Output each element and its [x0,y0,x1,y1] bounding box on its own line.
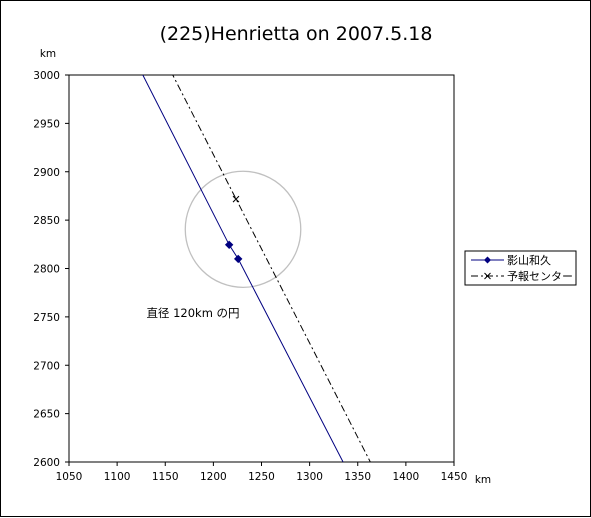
x-tick-label: 1050 [56,471,83,483]
legend-label-2: 予報センター [507,270,573,283]
series-point-1 [234,254,243,264]
x-tick-label: 1300 [296,471,323,483]
x-tick-label: 1450 [441,471,468,483]
legend-marker-1 [484,256,491,264]
series-point-1 [224,240,234,250]
diameter-circle [184,170,302,289]
circle-annotation: 直径 120km の円 [146,306,239,320]
x-axis-unit: km [475,474,491,486]
x-tick-label: 1350 [344,471,371,483]
x-tick-label: 1250 [248,471,275,483]
series-line-2 [172,75,371,462]
series-line-1 [142,75,344,462]
y-tick-label: 2950 [33,118,60,130]
legend-marker-2 [484,272,491,280]
x-tick-label: 1100 [104,471,131,483]
y-tick-label: 2650 [33,409,60,421]
chart-marks [142,75,371,462]
legend-label-1: 影山和久 [507,254,551,267]
y-tick-label: 2850 [33,215,60,227]
y-tick-label: 2750 [33,312,60,324]
y-tick-label: 2700 [33,360,60,372]
x-tick-label: 1200 [200,471,227,483]
series-point-2 [232,195,240,203]
y-tick-label: 2600 [33,457,60,469]
x-tick-label: 1150 [152,471,179,483]
y-tick-label: 3000 [33,70,60,82]
x-tick-label: 1400 [393,471,420,483]
y-tick-label: 2900 [33,167,60,179]
y-tick-label: 2800 [33,264,60,276]
chart-title: (225)Henrietta on 2007.5.18 [160,23,433,45]
legend [464,250,577,286]
plot-area [68,74,455,463]
y-axis-unit: km [40,48,56,60]
